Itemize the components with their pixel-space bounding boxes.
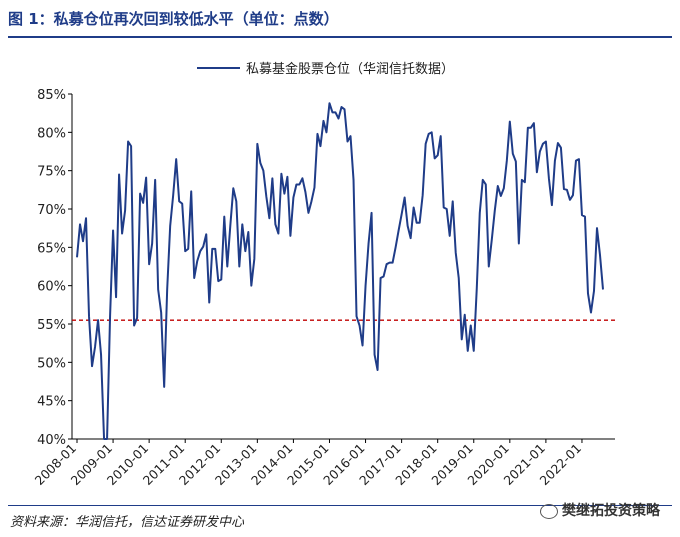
legend-label: 私募基金股票仓位（华润信托数据） [246, 61, 454, 77]
watermark-text: 樊继拓投资策略 [562, 503, 660, 519]
line-chart: 私募基金股票仓位（华润信托数据） 40% 45% 50% 55% 60% 65% 70% 75… [32, 61, 615, 488]
watermark: 樊继拓投资策略 [540, 500, 660, 520]
series-line-private-fund-position [76, 102, 604, 440]
series-points [76, 102, 604, 440]
y-tick-label: 70% [37, 203, 66, 218]
y-tick-label: 50% [37, 356, 66, 371]
y-tick-label: 75% [37, 165, 66, 180]
y-tick-label: 40% [37, 433, 66, 448]
y-tick-label: 85% [37, 88, 66, 103]
figure-title: 图 1：私募仓位再次回到较低水平（单位：点数） [8, 10, 339, 28]
y-axis: 40% 45% 50% 55% 60% 65% 70% 75% 80% 85% [37, 88, 72, 448]
bottom-rule [8, 505, 672, 506]
y-tick-label: 60% [37, 280, 66, 295]
y-tick-label: 45% [37, 395, 66, 410]
y-tick-label: 55% [37, 318, 66, 333]
legend: 私募基金股票仓位（华润信托数据） [197, 61, 454, 77]
y-tick-label: 65% [37, 241, 66, 256]
source-note: 资料来源：华润信托，信达证券研发中心 [10, 515, 245, 530]
y-tick-label: 80% [37, 126, 66, 141]
wechat-icon [540, 503, 558, 519]
x-axis: 2008-012009-012010-012011-012012-012013-… [32, 439, 584, 488]
title-rule [8, 36, 672, 38]
